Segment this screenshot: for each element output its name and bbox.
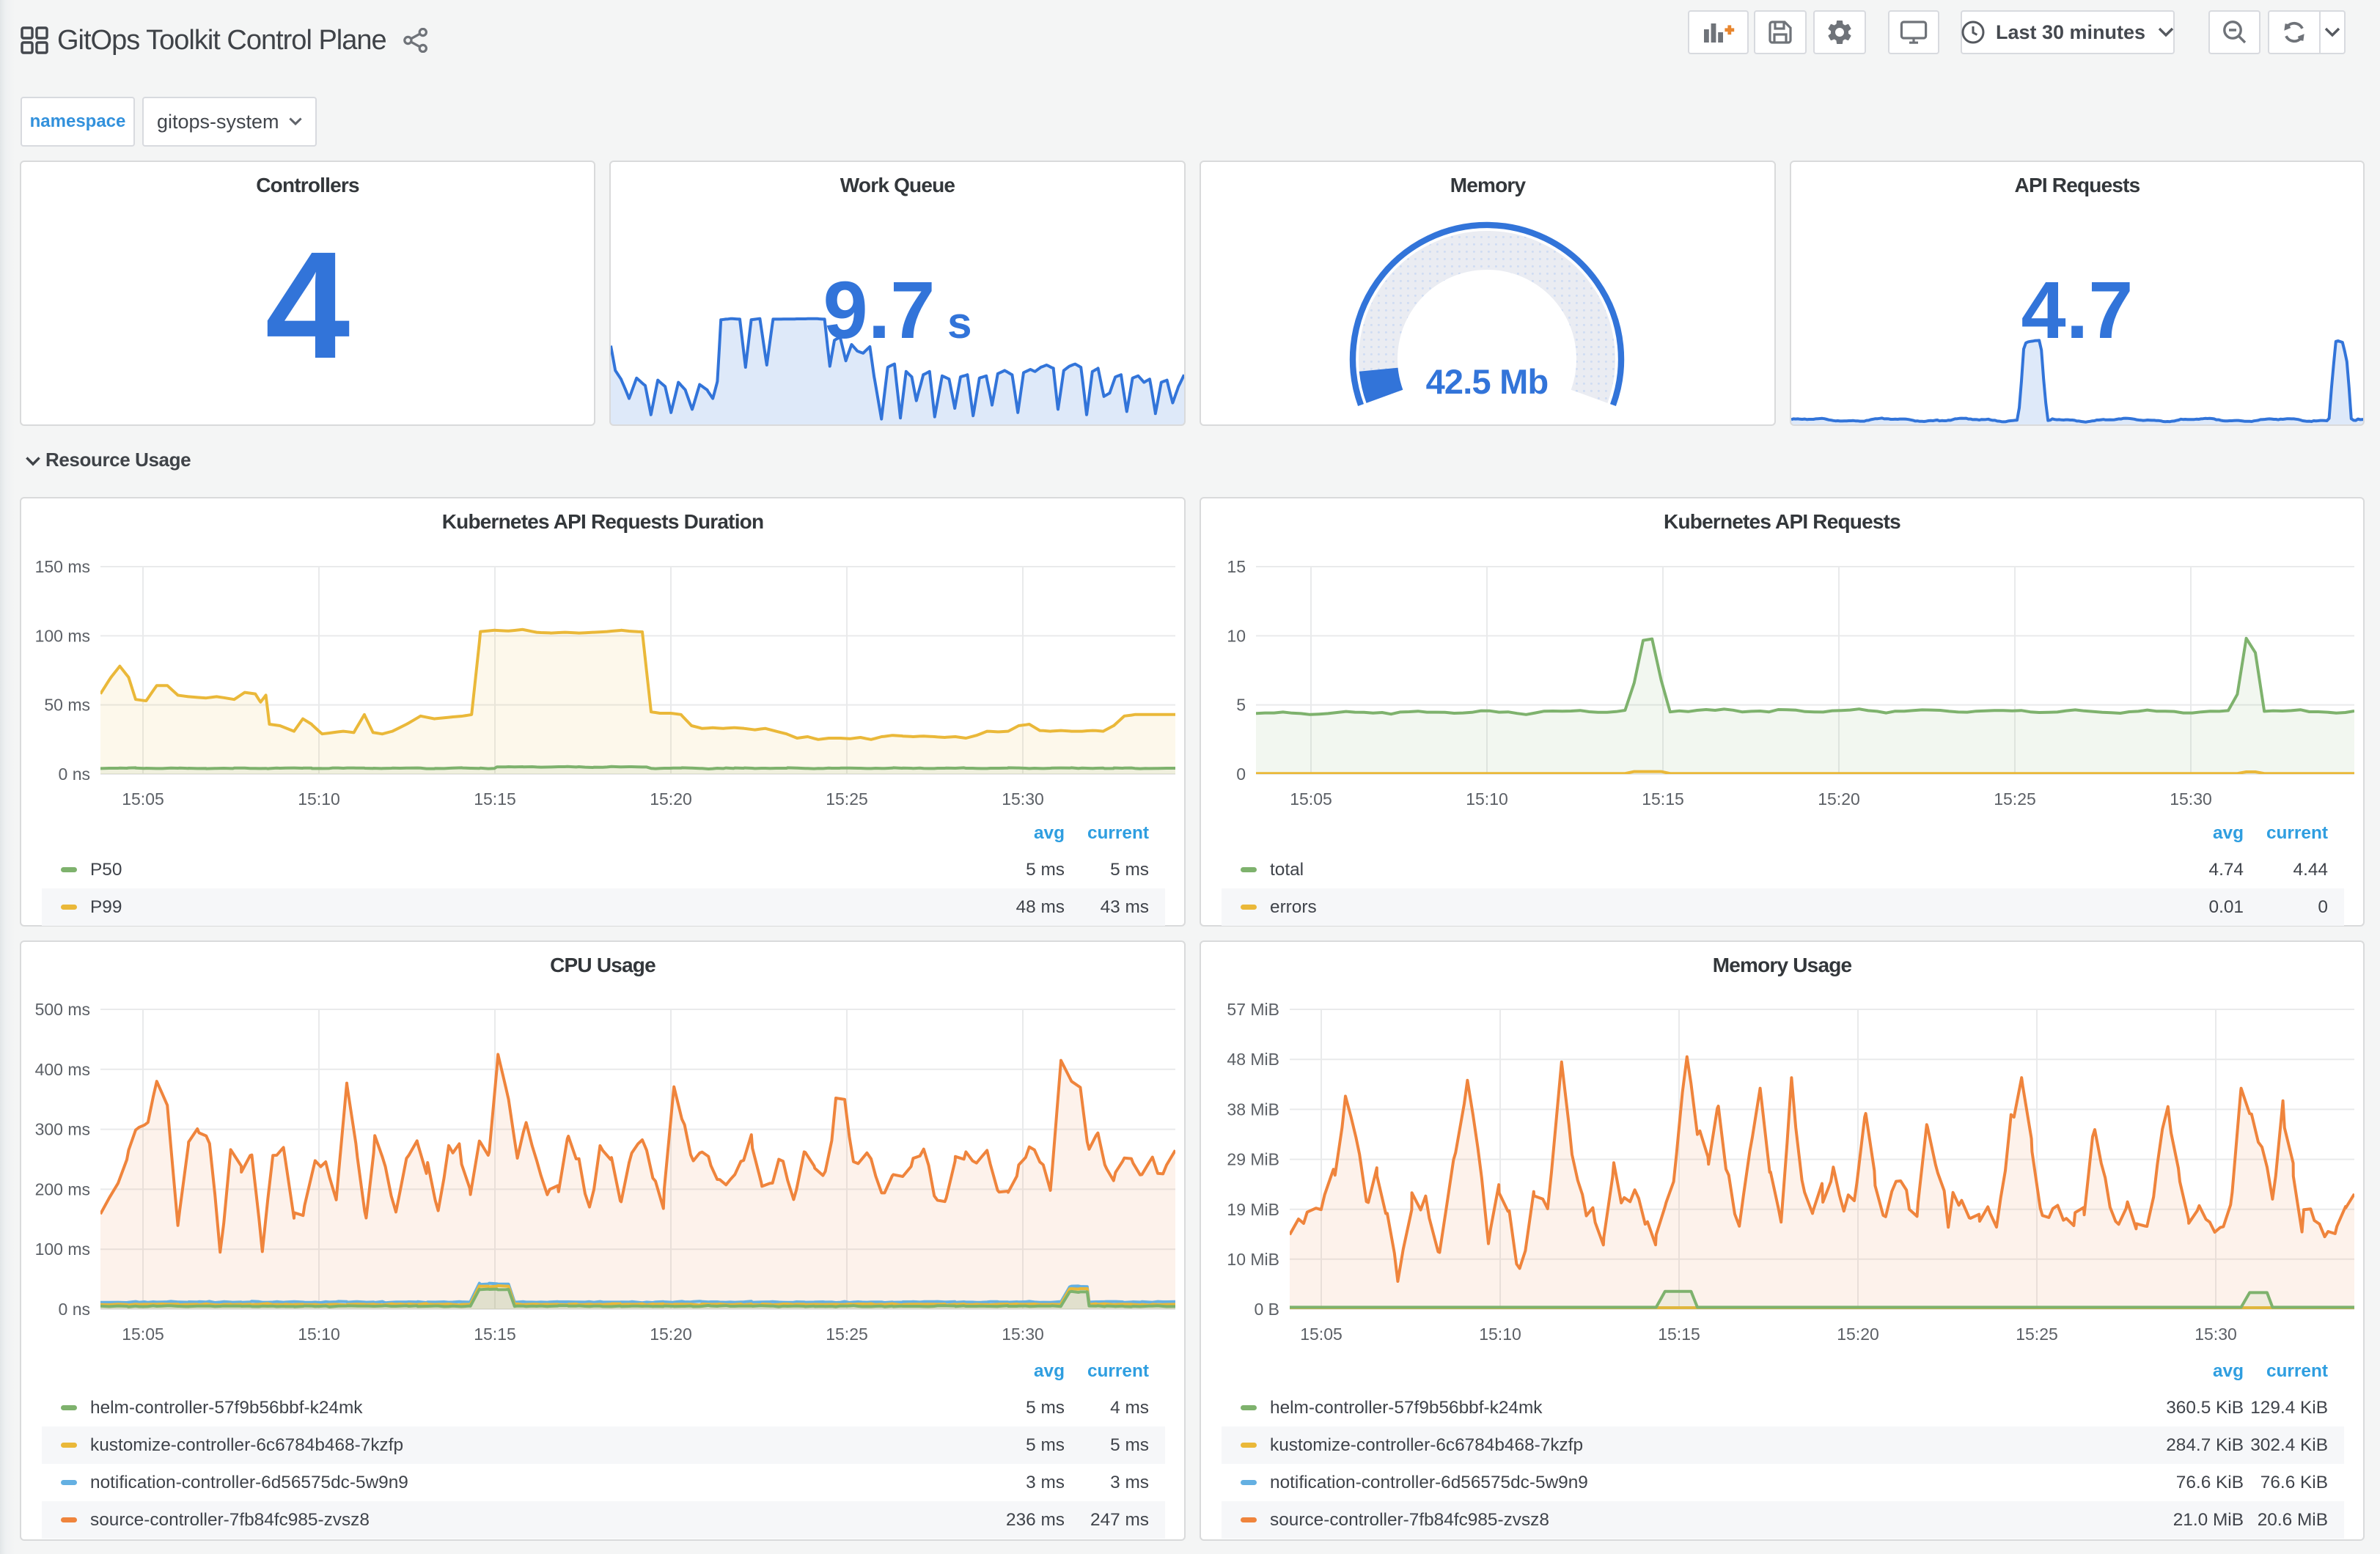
svg-text:500 ms: 500 ms xyxy=(35,1000,90,1019)
svg-text:57 MiB: 57 MiB xyxy=(1227,1000,1279,1019)
svg-text:15:30: 15:30 xyxy=(2170,789,2212,809)
svg-text:0 ns: 0 ns xyxy=(59,1300,90,1319)
svg-text:15:20: 15:20 xyxy=(650,789,692,809)
svg-text:5: 5 xyxy=(1236,696,1246,715)
svg-text:15:10: 15:10 xyxy=(1479,1325,1521,1344)
svg-text:19 MiB: 19 MiB xyxy=(1227,1200,1279,1219)
svg-text:15:30: 15:30 xyxy=(1002,789,1044,809)
svg-text:15:30: 15:30 xyxy=(1002,1325,1044,1344)
svg-text:0: 0 xyxy=(1236,765,1246,784)
svg-text:50 ms: 50 ms xyxy=(44,696,90,715)
svg-text:15:25: 15:25 xyxy=(1994,789,2036,809)
svg-text:15:15: 15:15 xyxy=(474,789,516,809)
svg-text:400 ms: 400 ms xyxy=(35,1060,90,1079)
svg-text:15: 15 xyxy=(1227,557,1246,576)
svg-text:42.5 Mb: 42.5 Mb xyxy=(1426,362,1549,401)
svg-text:15:10: 15:10 xyxy=(1466,789,1508,809)
svg-text:15:15: 15:15 xyxy=(1642,789,1684,809)
svg-text:10 MiB: 10 MiB xyxy=(1227,1250,1279,1269)
svg-text:15:05: 15:05 xyxy=(1300,1325,1343,1344)
svg-text:15:25: 15:25 xyxy=(826,1325,868,1344)
svg-text:0 ns: 0 ns xyxy=(59,765,90,784)
svg-text:15:30: 15:30 xyxy=(2194,1325,2237,1344)
svg-text:15:10: 15:10 xyxy=(298,1325,340,1344)
svg-text:15:10: 15:10 xyxy=(298,789,340,809)
svg-text:15:15: 15:15 xyxy=(474,1325,516,1344)
svg-text:15:20: 15:20 xyxy=(650,1325,692,1344)
svg-text:48 MiB: 48 MiB xyxy=(1227,1050,1279,1069)
svg-text:15:05: 15:05 xyxy=(1290,789,1332,809)
svg-text:15:25: 15:25 xyxy=(826,789,868,809)
svg-text:0 B: 0 B xyxy=(1254,1300,1279,1319)
svg-text:29 MiB: 29 MiB xyxy=(1227,1150,1279,1169)
svg-text:15:05: 15:05 xyxy=(122,1325,164,1344)
svg-text:300 ms: 300 ms xyxy=(35,1120,90,1139)
svg-text:100 ms: 100 ms xyxy=(35,626,90,645)
svg-text:100 ms: 100 ms xyxy=(35,1240,90,1259)
svg-text:200 ms: 200 ms xyxy=(35,1179,90,1198)
svg-text:10: 10 xyxy=(1227,626,1246,645)
svg-text:38 MiB: 38 MiB xyxy=(1227,1100,1279,1119)
svg-text:150 ms: 150 ms xyxy=(35,557,90,576)
svg-text:15:20: 15:20 xyxy=(1818,789,1860,809)
svg-text:15:05: 15:05 xyxy=(122,789,164,809)
svg-text:15:15: 15:15 xyxy=(1658,1325,1700,1344)
svg-text:15:20: 15:20 xyxy=(1837,1325,1879,1344)
svg-text:15:25: 15:25 xyxy=(2016,1325,2058,1344)
